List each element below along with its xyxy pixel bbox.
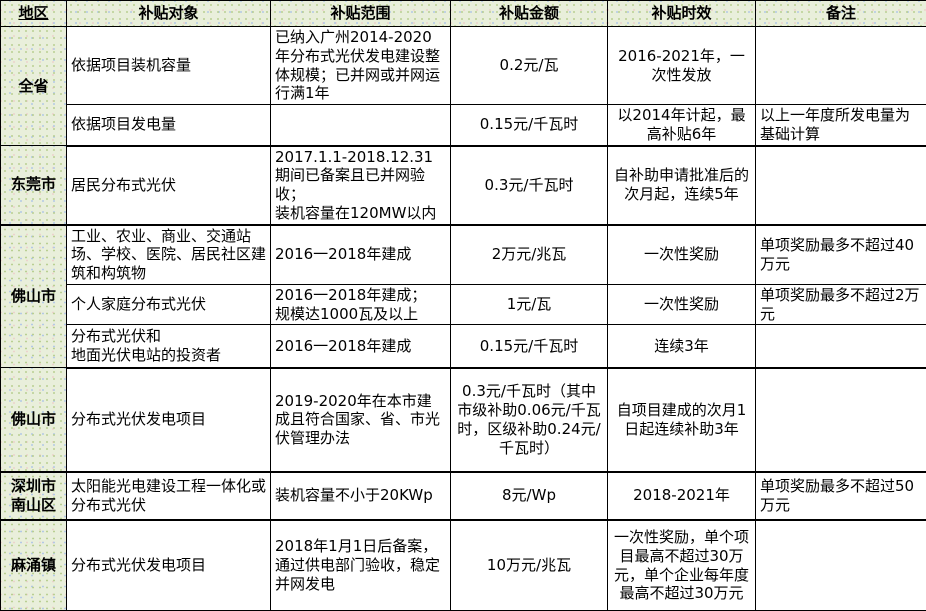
header-scope: 补贴范围	[271, 1, 451, 27]
region-cell-machong: 麻涌镇	[1, 520, 67, 611]
period-cell: 一次性奖励	[608, 284, 756, 325]
scope-cell: 2019-2020年在本市建成且符合国家、省、市光伏管理办法	[271, 368, 451, 472]
remark-cell: 单项奖励最多不超过40万元	[756, 225, 926, 285]
remark-cell: 单项奖励最多不超过50万元	[756, 472, 926, 520]
scope-cell: 2016一2018年建成	[271, 325, 451, 368]
amount-cell: 0.15元/千瓦时	[451, 105, 608, 146]
remark-cell	[756, 520, 926, 611]
remark-cell	[756, 368, 926, 472]
header-target: 补贴对象	[67, 1, 271, 27]
period-cell: 2016-2021年，一次性发放	[608, 27, 756, 105]
target-cell: 分布式光伏发电项目	[67, 520, 271, 611]
period-cell: 以2014年计起，最高补贴6年	[608, 105, 756, 146]
period-cell: 连续3年	[608, 325, 756, 368]
scope-cell	[271, 105, 451, 146]
remark-cell	[756, 27, 926, 105]
scope-cell: 2016一2018年建成	[271, 225, 451, 285]
amount-cell: 8元/Wp	[451, 472, 608, 520]
header-region: 地区	[1, 1, 67, 27]
header-amount: 补贴金额	[451, 1, 608, 27]
scope-cell: 2018年1月1日后备案，通过供电部门验收，稳定并网发电	[271, 520, 451, 611]
amount-cell: 1元/瓦	[451, 284, 608, 325]
target-cell: 依据项目发电量	[67, 105, 271, 146]
remark-cell	[756, 146, 926, 225]
scope-cell: 已纳入广州2014-2020年分布式光伏发电建设整体规模；已并网或并网运行满1年	[271, 27, 451, 105]
target-cell: 依据项目装机容量	[67, 27, 271, 105]
table-row: 麻涌镇 分布式光伏发电项目 2018年1月1日后备案，通过供电部门验收，稳定并网…	[1, 520, 926, 611]
remark-cell: 单项奖励最多不超过2万元	[756, 284, 926, 325]
region-cell-dongguan: 东莞市	[1, 146, 67, 225]
table-row: 全省 依据项目装机容量 已纳入广州2014-2020年分布式光伏发电建设整体规模…	[1, 27, 926, 105]
period-cell: 一次性奖励，单个项目最高不超过30万元，单个企业每年度最高不超过30万元	[608, 520, 756, 611]
remark-cell	[756, 325, 926, 368]
table-row: 佛山市 工业、农业、商业、交通站场、学校、医院、居民社区建筑和构筑物 2016一…	[1, 225, 926, 285]
scope-cell: 2016一2018年建成； 规模达1000瓦及以上	[271, 284, 451, 325]
region-cell-foshan-2: 佛山市	[1, 368, 67, 472]
region-cell-quansheng: 全省	[1, 27, 67, 146]
amount-cell: 0.3元/千瓦时（其中市级补助0.06元/千瓦时，区级补助0.24元/千瓦时）	[451, 368, 608, 472]
amount-cell: 0.2元/瓦	[451, 27, 608, 105]
scope-cell: 装机容量不小于20KWp	[271, 472, 451, 520]
target-cell: 个人家庭分布式光伏	[67, 284, 271, 325]
amount-cell: 0.3元/千瓦时	[451, 146, 608, 225]
table-row: 分布式光伏和 地面光伏电站的投资者 2016一2018年建成 0.15元/千瓦时…	[1, 325, 926, 368]
region-cell-shenzhen-nanshan: 深圳市 南山区	[1, 472, 67, 520]
target-cell: 工业、农业、商业、交通站场、学校、医院、居民社区建筑和构筑物	[67, 225, 271, 285]
table-row: 个人家庭分布式光伏 2016一2018年建成； 规模达1000瓦及以上 1元/瓦…	[1, 284, 926, 325]
target-cell: 分布式光伏和 地面光伏电站的投资者	[67, 325, 271, 368]
target-cell: 分布式光伏发电项目	[67, 368, 271, 472]
period-cell: 自项目建成的次月1日起连续补助3年	[608, 368, 756, 472]
table-row: 深圳市 南山区 太阳能光电建设工程一体化或分布式光伏 装机容量不小于20KWp …	[1, 472, 926, 520]
region-cell-foshan-1: 佛山市	[1, 225, 67, 368]
period-cell: 2018-2021年	[608, 472, 756, 520]
amount-cell: 2万元/兆瓦	[451, 225, 608, 285]
target-cell: 太阳能光电建设工程一体化或分布式光伏	[67, 472, 271, 520]
period-cell: 自补助申请批准后的次月起，连续5年	[608, 146, 756, 225]
table-row: 佛山市 分布式光伏发电项目 2019-2020年在本市建成且符合国家、省、市光伏…	[1, 368, 926, 472]
period-cell: 一次性奖励	[608, 225, 756, 285]
header-remark: 备注	[756, 1, 926, 27]
amount-cell: 10万元/兆瓦	[451, 520, 608, 611]
remark-cell: 以上一年度所发电量为基础计算	[756, 105, 926, 146]
header-period: 补贴时效	[608, 1, 756, 27]
header-row: 地区 补贴对象 补贴范围 补贴金额 补贴时效 备注	[1, 1, 926, 27]
target-cell: 居民分布式光伏	[67, 146, 271, 225]
scope-cell: 2017.1.1-2018.12.31期间已备案且已并网验收； 装机容量在120…	[271, 146, 451, 225]
table-row: 东莞市 居民分布式光伏 2017.1.1-2018.12.31期间已备案且已并网…	[1, 146, 926, 225]
table-row: 依据项目发电量 0.15元/千瓦时 以2014年计起，最高补贴6年 以上一年度所…	[1, 105, 926, 146]
amount-cell: 0.15元/千瓦时	[451, 325, 608, 368]
